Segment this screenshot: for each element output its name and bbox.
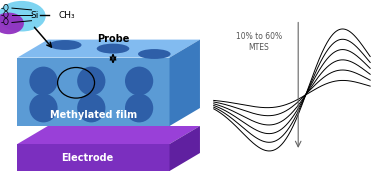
Polygon shape xyxy=(169,40,200,126)
Polygon shape xyxy=(169,126,200,171)
Text: -O: -O xyxy=(1,4,10,13)
Ellipse shape xyxy=(29,67,57,95)
Ellipse shape xyxy=(138,49,170,59)
Polygon shape xyxy=(17,126,200,144)
Text: Si: Si xyxy=(31,11,39,20)
Polygon shape xyxy=(17,58,169,126)
Polygon shape xyxy=(17,40,200,58)
Polygon shape xyxy=(17,144,169,171)
Text: 10% to 60%
MTES: 10% to 60% MTES xyxy=(236,32,282,52)
Ellipse shape xyxy=(97,44,129,54)
Text: -O: -O xyxy=(1,18,10,27)
Ellipse shape xyxy=(49,40,82,50)
Text: CH₃: CH₃ xyxy=(59,11,75,20)
Text: Electrode: Electrode xyxy=(61,153,113,163)
Ellipse shape xyxy=(125,67,153,95)
Text: -O: -O xyxy=(1,11,10,20)
Ellipse shape xyxy=(125,94,153,122)
Ellipse shape xyxy=(77,94,105,122)
Ellipse shape xyxy=(0,1,46,31)
Text: Methylated film: Methylated film xyxy=(50,110,137,120)
Ellipse shape xyxy=(77,67,105,95)
Ellipse shape xyxy=(0,13,24,34)
Ellipse shape xyxy=(29,94,57,122)
Text: Probe: Probe xyxy=(97,34,129,44)
